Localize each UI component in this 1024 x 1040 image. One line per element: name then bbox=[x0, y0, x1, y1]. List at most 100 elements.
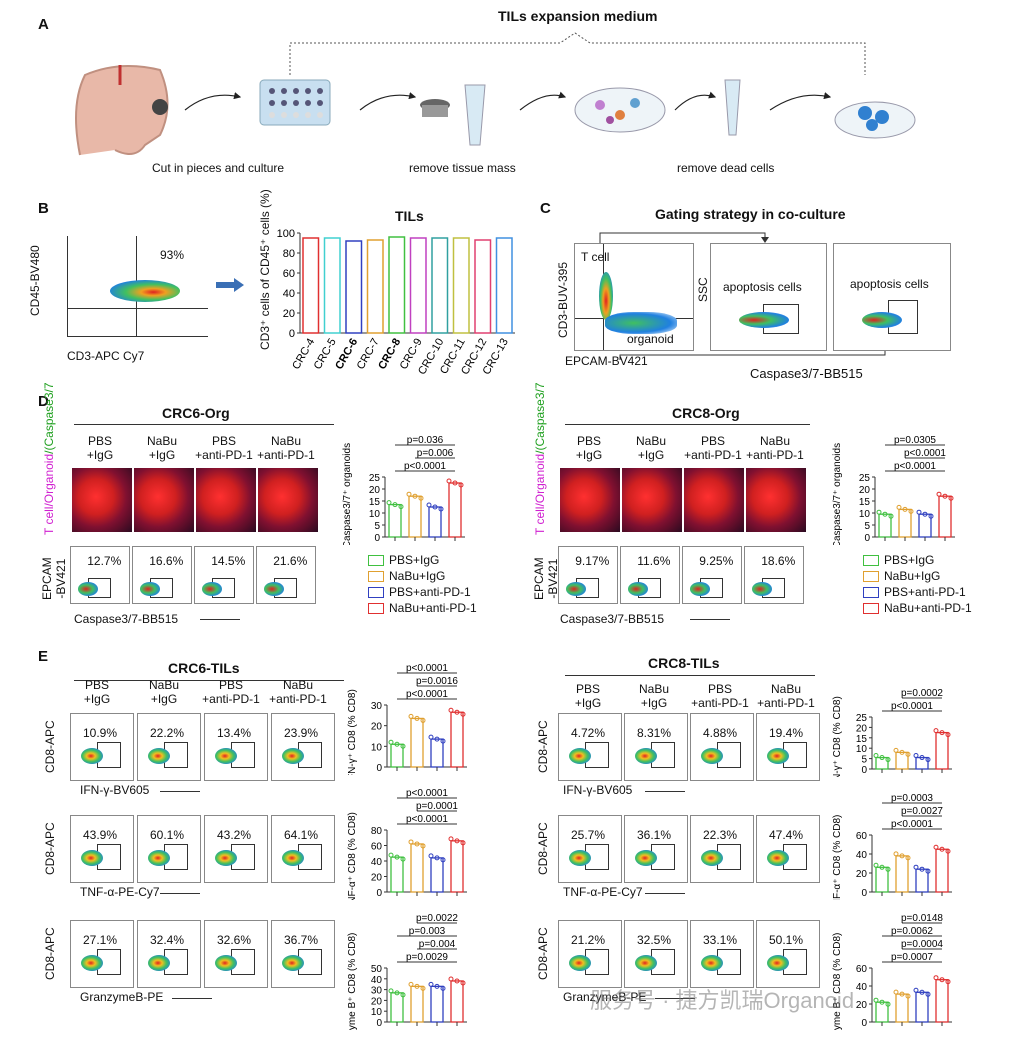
flow-plot: 13.4% bbox=[204, 713, 268, 781]
dot bbox=[905, 993, 911, 999]
dot bbox=[398, 504, 404, 510]
p-value: p=0.036 bbox=[407, 435, 444, 446]
flow-plot: 8.31% bbox=[624, 713, 688, 781]
ytick: 20 bbox=[856, 1000, 868, 1011]
dot bbox=[945, 979, 951, 985]
dot bbox=[434, 855, 440, 861]
flow-plot: 11.6% bbox=[620, 546, 680, 604]
e-right-x-label: IFN-γ-BV605 bbox=[563, 783, 633, 797]
legend-label: NaBu+IgG bbox=[884, 569, 941, 583]
ytick: 60 bbox=[856, 964, 868, 975]
bar bbox=[428, 506, 442, 538]
microscopy-image bbox=[746, 468, 806, 532]
group-header: PBS +IgG bbox=[574, 682, 602, 710]
e-left-x-arrow bbox=[160, 791, 200, 792]
p-value: p<0.0001 bbox=[406, 788, 448, 799]
ytick: 10 bbox=[859, 509, 871, 520]
panel-b-flow-plot: 93% bbox=[67, 236, 208, 337]
step-label-3: remove dead cells bbox=[677, 161, 775, 175]
b-bar-chart: 020406080100CRC-4CRC-5CRC-6CRC-7CRC-8CRC… bbox=[277, 228, 515, 377]
ytick: 20 bbox=[369, 485, 381, 496]
c-title: Gating strategy in co-culture bbox=[655, 206, 846, 222]
bar bbox=[450, 711, 464, 768]
b-bar bbox=[431, 237, 449, 334]
b-bar bbox=[366, 239, 384, 334]
b-chart-title: TILs bbox=[395, 208, 424, 224]
flow-pct: 10.9% bbox=[83, 726, 118, 740]
e-left-y-label: CD8-APC bbox=[43, 927, 57, 980]
flow-pct: 36.7% bbox=[284, 933, 319, 947]
legend-swatch bbox=[368, 587, 384, 599]
tube-icon bbox=[724, 79, 741, 136]
flow-density-blob bbox=[569, 955, 591, 971]
e-right-x-arrow bbox=[655, 998, 695, 999]
flow-density-blob bbox=[148, 955, 170, 971]
e-gzmb-right-chart: 0 20 40 60 Granzyme B⁺ CD8 (% CD8) p=0.0007 p=… bbox=[832, 913, 952, 1030]
dot bbox=[454, 838, 460, 844]
flow-pct: 21.6% bbox=[273, 553, 308, 568]
dot bbox=[418, 495, 424, 501]
flow-plot: 60.1% bbox=[137, 815, 201, 883]
ytick: 20 bbox=[859, 485, 871, 496]
dot bbox=[925, 868, 931, 874]
bar bbox=[938, 495, 952, 538]
c-flow-plot-1: T cell organoid bbox=[574, 243, 694, 351]
flow-pct: 8.31% bbox=[637, 726, 672, 740]
legend-label: PBS+IgG bbox=[389, 553, 440, 567]
flow-density-blob bbox=[215, 850, 237, 866]
microscopy-image bbox=[72, 468, 132, 532]
p-value: p<0.0001 bbox=[406, 814, 448, 825]
legend-item: NaBu+anti-PD-1 bbox=[368, 601, 477, 615]
p-value: p=0.006 bbox=[417, 448, 454, 459]
dot bbox=[933, 728, 939, 734]
flow-plot: 19.4% bbox=[756, 713, 820, 781]
group-header: PBS +IgG bbox=[83, 678, 111, 706]
ytick: 20 bbox=[371, 873, 383, 884]
e-left-y-label: CD8-APC bbox=[43, 822, 57, 875]
flow-plot: 16.6% bbox=[132, 546, 192, 604]
flow-pct: 12.7% bbox=[87, 553, 122, 568]
e-right-y-label: CD8-APC bbox=[536, 822, 550, 875]
flow-density-blob bbox=[263, 581, 285, 596]
c-x1-label: EPCAM-BV421 bbox=[565, 354, 648, 368]
dot bbox=[460, 840, 466, 846]
group-header: PBS +anti-PD-1 bbox=[684, 434, 742, 462]
petri-dish-cells-icon bbox=[574, 87, 666, 133]
flow-plot: 64.1% bbox=[271, 815, 335, 883]
dot bbox=[942, 493, 948, 499]
dot bbox=[922, 511, 928, 517]
dot bbox=[873, 862, 879, 868]
panel-b-letter: B bbox=[38, 200, 49, 217]
bar bbox=[935, 848, 949, 893]
dot bbox=[913, 864, 919, 870]
dot bbox=[873, 997, 879, 1003]
panel-a-workflow-diagram bbox=[75, 32, 916, 156]
bar bbox=[935, 731, 949, 770]
dot bbox=[902, 506, 908, 512]
dot bbox=[885, 866, 891, 872]
dot bbox=[905, 751, 911, 757]
ytick: 10 bbox=[371, 742, 383, 753]
dot bbox=[893, 989, 899, 995]
flow-pct: 32.5% bbox=[637, 933, 672, 947]
flow-pct: 43.9% bbox=[83, 828, 118, 842]
c-flow-plot-2: apoptosis cells bbox=[710, 243, 827, 351]
panel-a-medium-title: TILs expansion medium bbox=[498, 8, 658, 24]
flow-pct: 43.2% bbox=[217, 828, 252, 842]
dot bbox=[414, 983, 420, 989]
chart-ylabel: % of Caspase3/7⁺ organoids bbox=[832, 443, 843, 545]
ytick: 20 bbox=[371, 996, 383, 1007]
microscopy-image bbox=[258, 468, 318, 532]
b-arrow-icon bbox=[216, 278, 244, 292]
b-bar bbox=[323, 237, 341, 334]
ytick: 25 bbox=[369, 473, 381, 484]
flow-pct: 14.5% bbox=[211, 553, 246, 568]
ytick: 10 bbox=[371, 1007, 383, 1018]
dot bbox=[933, 844, 939, 850]
flow-pct: 32.4% bbox=[150, 933, 185, 947]
chart-ylabel: Granzyme B⁺ CD8 (% CD8) bbox=[832, 933, 843, 1030]
ytick: 10 bbox=[856, 744, 868, 755]
flow-plot: 43.2% bbox=[204, 815, 268, 883]
p-value: p<0.0001 bbox=[404, 461, 446, 472]
